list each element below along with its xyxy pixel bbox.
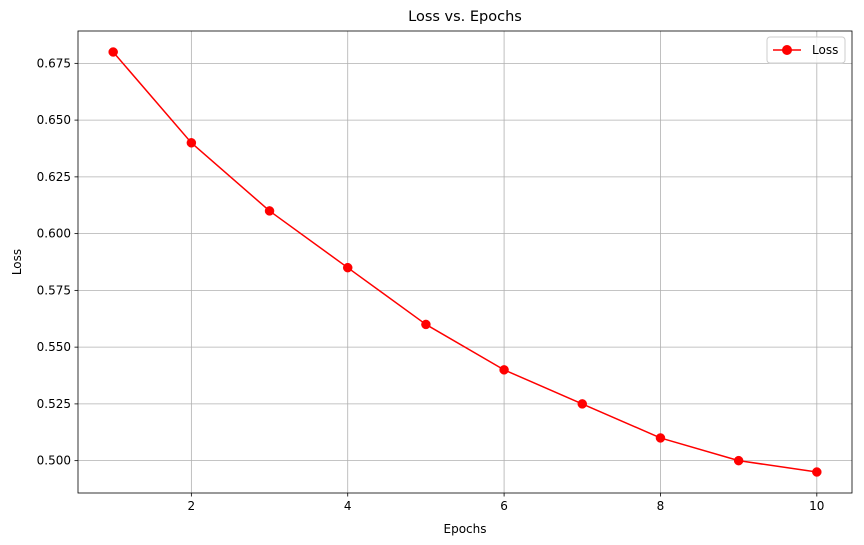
x-tick-label: 4	[344, 499, 352, 513]
data-point	[499, 365, 509, 375]
data-point	[186, 138, 197, 148]
legend: Loss	[766, 36, 846, 64]
x-tick-label: 6	[500, 499, 508, 513]
series-line-loss	[112, 51, 817, 473]
y-tick-label: 0.600	[37, 227, 71, 241]
legend-marker-swatch	[782, 45, 792, 55]
grid-lines	[78, 31, 852, 493]
x-tick-label: 8	[657, 499, 665, 513]
data-point	[342, 262, 353, 273]
y-tick-label: 0.500	[37, 454, 71, 468]
x-tick-label: 2	[188, 499, 196, 513]
y-axis-label: Loss	[10, 249, 24, 275]
data-point	[812, 467, 822, 477]
y-tick-label: 0.575	[37, 283, 71, 297]
data-point	[421, 319, 431, 330]
y-tick-label: 0.525	[37, 397, 71, 411]
series-group	[108, 47, 822, 477]
data-point	[655, 433, 666, 443]
y-tick-label: 0.625	[37, 170, 71, 184]
data-point	[264, 206, 275, 216]
y-tick-label: 0.550	[37, 340, 71, 354]
legend-label-loss: Loss	[812, 43, 838, 57]
y-tick-label: 0.650	[37, 113, 71, 127]
data-point	[733, 455, 744, 466]
x-axis-ticks: 2 4 6 8 10	[188, 493, 824, 513]
y-axis-ticks: 0.500 0.525 0.550 0.575 0.600 0.625 0.650 0.675	[37, 56, 78, 468]
y-tick-label: 0.675	[37, 56, 71, 70]
x-tick-label: 10	[809, 499, 824, 513]
data-point	[577, 399, 588, 409]
data-point	[108, 47, 118, 57]
chart-title: Loss vs. Epochs	[408, 9, 522, 25]
legend-box	[766, 36, 846, 64]
plot-frame	[77, 30, 853, 494]
x-axis-label: Epochs	[444, 522, 487, 536]
